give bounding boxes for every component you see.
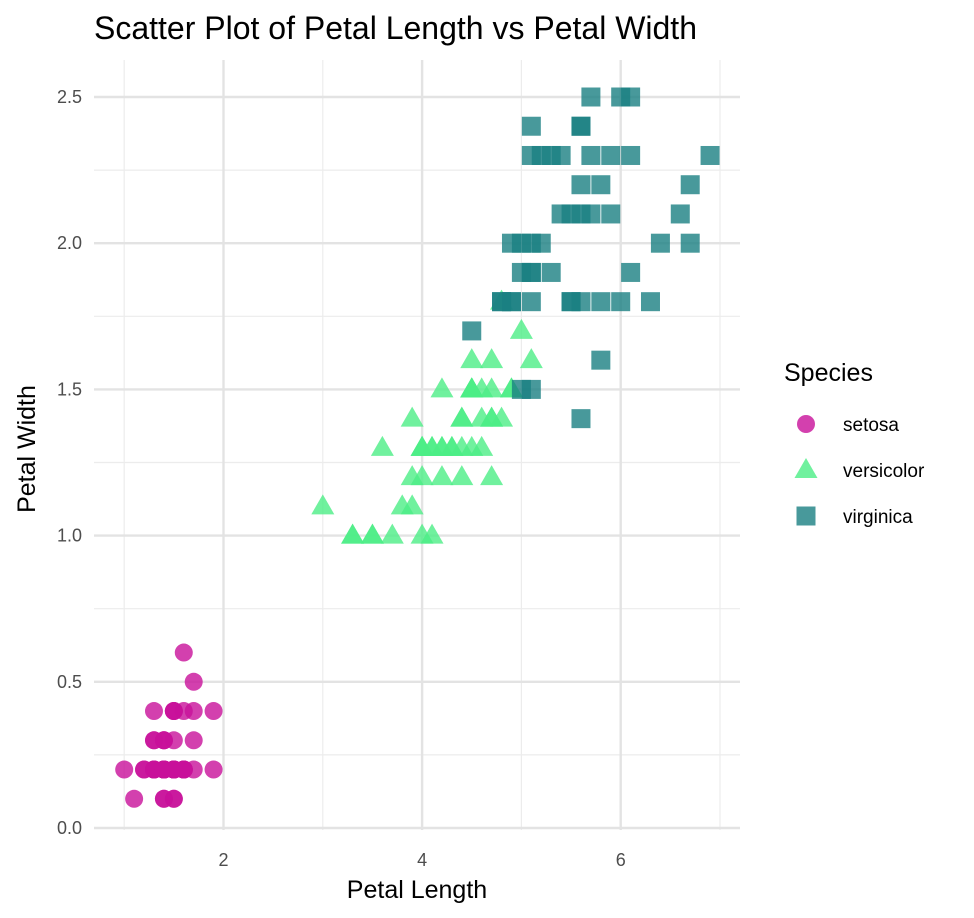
virginica-point	[492, 292, 512, 312]
versicolor-point	[509, 318, 533, 339]
chart-title: Scatter Plot of Petal Length vs Petal Wi…	[94, 10, 697, 46]
legend-label-versicolor: versicolor	[843, 461, 925, 482]
versicolor-point	[490, 406, 514, 427]
versicolor-point	[470, 435, 494, 456]
x-tick-label: 2	[218, 850, 228, 870]
virginica-point	[571, 204, 591, 224]
legend-label-setosa: setosa	[843, 415, 899, 436]
versicolor-point	[430, 377, 454, 398]
virginica-point	[462, 321, 482, 341]
virginica-point	[551, 204, 571, 224]
virginica-point	[501, 233, 521, 253]
legend-key-setosa	[797, 415, 815, 433]
versicolor-point	[311, 494, 335, 515]
setosa-point	[115, 760, 134, 779]
virginica-point	[650, 233, 670, 253]
versicolor-point	[400, 406, 424, 427]
y-tick-label: 2.5	[57, 87, 82, 107]
setosa-point	[154, 731, 173, 750]
virginica-point	[591, 175, 611, 195]
virginica-point	[521, 292, 541, 312]
x-tick-label: 4	[417, 850, 427, 870]
virginica-point	[611, 292, 631, 312]
legend-key-virginica	[796, 506, 816, 526]
virginica-point	[531, 233, 551, 253]
virginica-point	[561, 292, 581, 312]
setosa-point	[204, 702, 223, 721]
virginica-point	[531, 145, 551, 165]
legend-title: Species	[784, 359, 873, 387]
legend: Species setosa versicolor virginica	[784, 359, 925, 528]
versicolor-point	[440, 435, 464, 456]
virginica-point	[551, 145, 571, 165]
versicolor-point	[450, 465, 474, 486]
virginica-point	[571, 175, 591, 195]
versicolor-point	[480, 465, 504, 486]
setosa-point	[164, 702, 183, 721]
virginica-point	[680, 175, 700, 195]
versicolor-point	[480, 348, 504, 369]
versicolor-point	[519, 348, 543, 369]
versicolor-point	[460, 377, 484, 398]
setosa-point	[204, 760, 223, 779]
setosa-point	[144, 702, 163, 721]
virginica-point	[511, 262, 531, 282]
virginica-point	[591, 292, 611, 312]
virginica-point	[601, 145, 621, 165]
virginica-point	[621, 262, 641, 282]
virginica-point	[621, 145, 641, 165]
series-virginica	[462, 87, 720, 429]
data-points	[115, 87, 720, 808]
virginica-point	[601, 204, 621, 224]
versicolor-point	[360, 523, 384, 544]
virginica-point	[571, 116, 591, 136]
versicolor-point	[470, 406, 494, 427]
setosa-point	[154, 760, 173, 779]
setosa-point	[184, 731, 203, 750]
x-tick-label: 6	[616, 850, 626, 870]
versicolor-point	[430, 465, 454, 486]
versicolor-point	[420, 523, 444, 544]
virginica-point	[571, 409, 591, 429]
versicolor-point	[341, 523, 365, 544]
series-setosa	[115, 643, 223, 808]
virginica-point	[521, 379, 541, 399]
virginica-point	[640, 292, 660, 312]
virginica-point	[581, 145, 601, 165]
x-axis-title: Petal Length	[347, 876, 487, 904]
y-axis-title: Petal Width	[13, 385, 41, 513]
virginica-point	[541, 262, 561, 282]
y-tick-label: 1.0	[57, 526, 82, 546]
series-versicolor	[311, 289, 543, 544]
y-tick-label: 0.0	[57, 818, 82, 838]
versicolor-point	[480, 377, 504, 398]
versicolor-point	[380, 523, 404, 544]
y-tick-label: 2.0	[57, 233, 82, 253]
setosa-point	[125, 789, 144, 808]
legend-key-versicolor	[794, 458, 818, 478]
virginica-point	[581, 87, 601, 107]
setosa-point	[184, 672, 203, 691]
versicolor-point	[370, 435, 394, 456]
virginica-point	[591, 350, 611, 370]
versicolor-point	[450, 406, 474, 427]
versicolor-point	[410, 465, 434, 486]
grid	[94, 60, 740, 830]
legend-label-virginica: virginica	[843, 507, 913, 528]
virginica-point	[521, 116, 541, 136]
y-tick-label: 0.5	[57, 672, 82, 692]
axis-ticks: 2 4 6 0.0 0.5 1.0 1.5 2.0 2.5	[57, 87, 626, 870]
setosa-point	[154, 789, 173, 808]
setosa-point	[174, 643, 193, 662]
versicolor-point	[420, 435, 444, 456]
virginica-point	[621, 87, 641, 107]
versicolor-point	[460, 348, 484, 369]
virginica-point	[680, 233, 700, 253]
y-tick-label: 1.5	[57, 379, 82, 399]
versicolor-point	[390, 494, 414, 515]
virginica-point	[700, 145, 720, 165]
virginica-point	[670, 204, 690, 224]
